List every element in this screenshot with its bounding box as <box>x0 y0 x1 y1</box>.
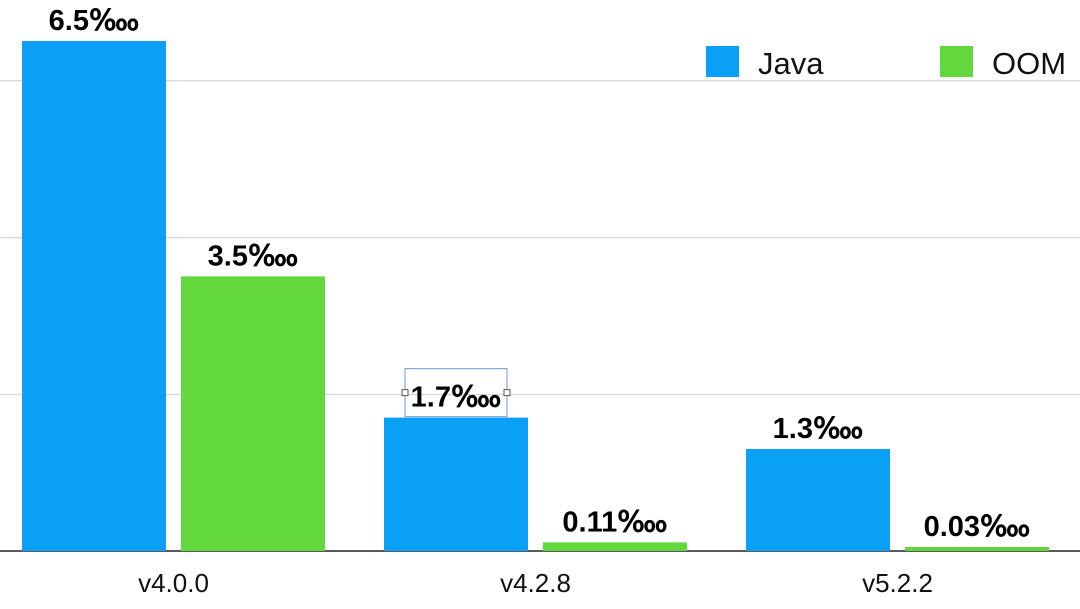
data-labels: 6.5‱ 1.7‱ 1.3‱ 3.5‱ 0.11‱ 0.03‱ <box>49 5 1031 543</box>
bar-oom-v5.2.2[interactable] <box>905 547 1049 551</box>
bar-java-v4.2.8[interactable] <box>384 417 528 551</box>
x-axis-ticks: v4.0.0 v4.2.8 v5.2.2 <box>138 568 933 598</box>
data-label-java-v5.2.2: 1.3‱ <box>773 413 864 445</box>
data-label-oom-v5.2.2: 0.03‱ <box>924 511 1031 543</box>
data-label-java-v4.2.8: 1.7‱ <box>411 382 502 414</box>
data-label-java-v4.0.0: 6.5‱ <box>49 5 140 37</box>
resize-handle-right[interactable] <box>503 389 511 397</box>
bars <box>22 41 1049 551</box>
legend-swatch-oom <box>940 46 973 77</box>
x-tick-label: v4.2.8 <box>500 568 571 598</box>
legend-label-java: Java <box>758 46 824 81</box>
data-label-oom-v4.2.8: 0.11‱ <box>562 506 667 538</box>
bar-java-v5.2.2[interactable] <box>746 449 890 551</box>
bar-oom-v4.2.8[interactable] <box>543 542 687 551</box>
bar-oom-v4.0.0[interactable] <box>181 276 325 551</box>
legend: Java OOM <box>706 46 1066 81</box>
data-label-oom-v4.0.0: 3.5‱ <box>208 240 299 272</box>
resize-handle-left[interactable] <box>401 389 409 397</box>
bar-java-v4.0.0[interactable] <box>22 41 166 551</box>
grid-lines <box>0 80 1080 552</box>
legend-swatch-java <box>706 46 739 77</box>
x-tick-label: v4.0.0 <box>138 568 209 598</box>
legend-label-oom: OOM <box>992 46 1066 81</box>
x-tick-label: v5.2.2 <box>862 568 933 598</box>
